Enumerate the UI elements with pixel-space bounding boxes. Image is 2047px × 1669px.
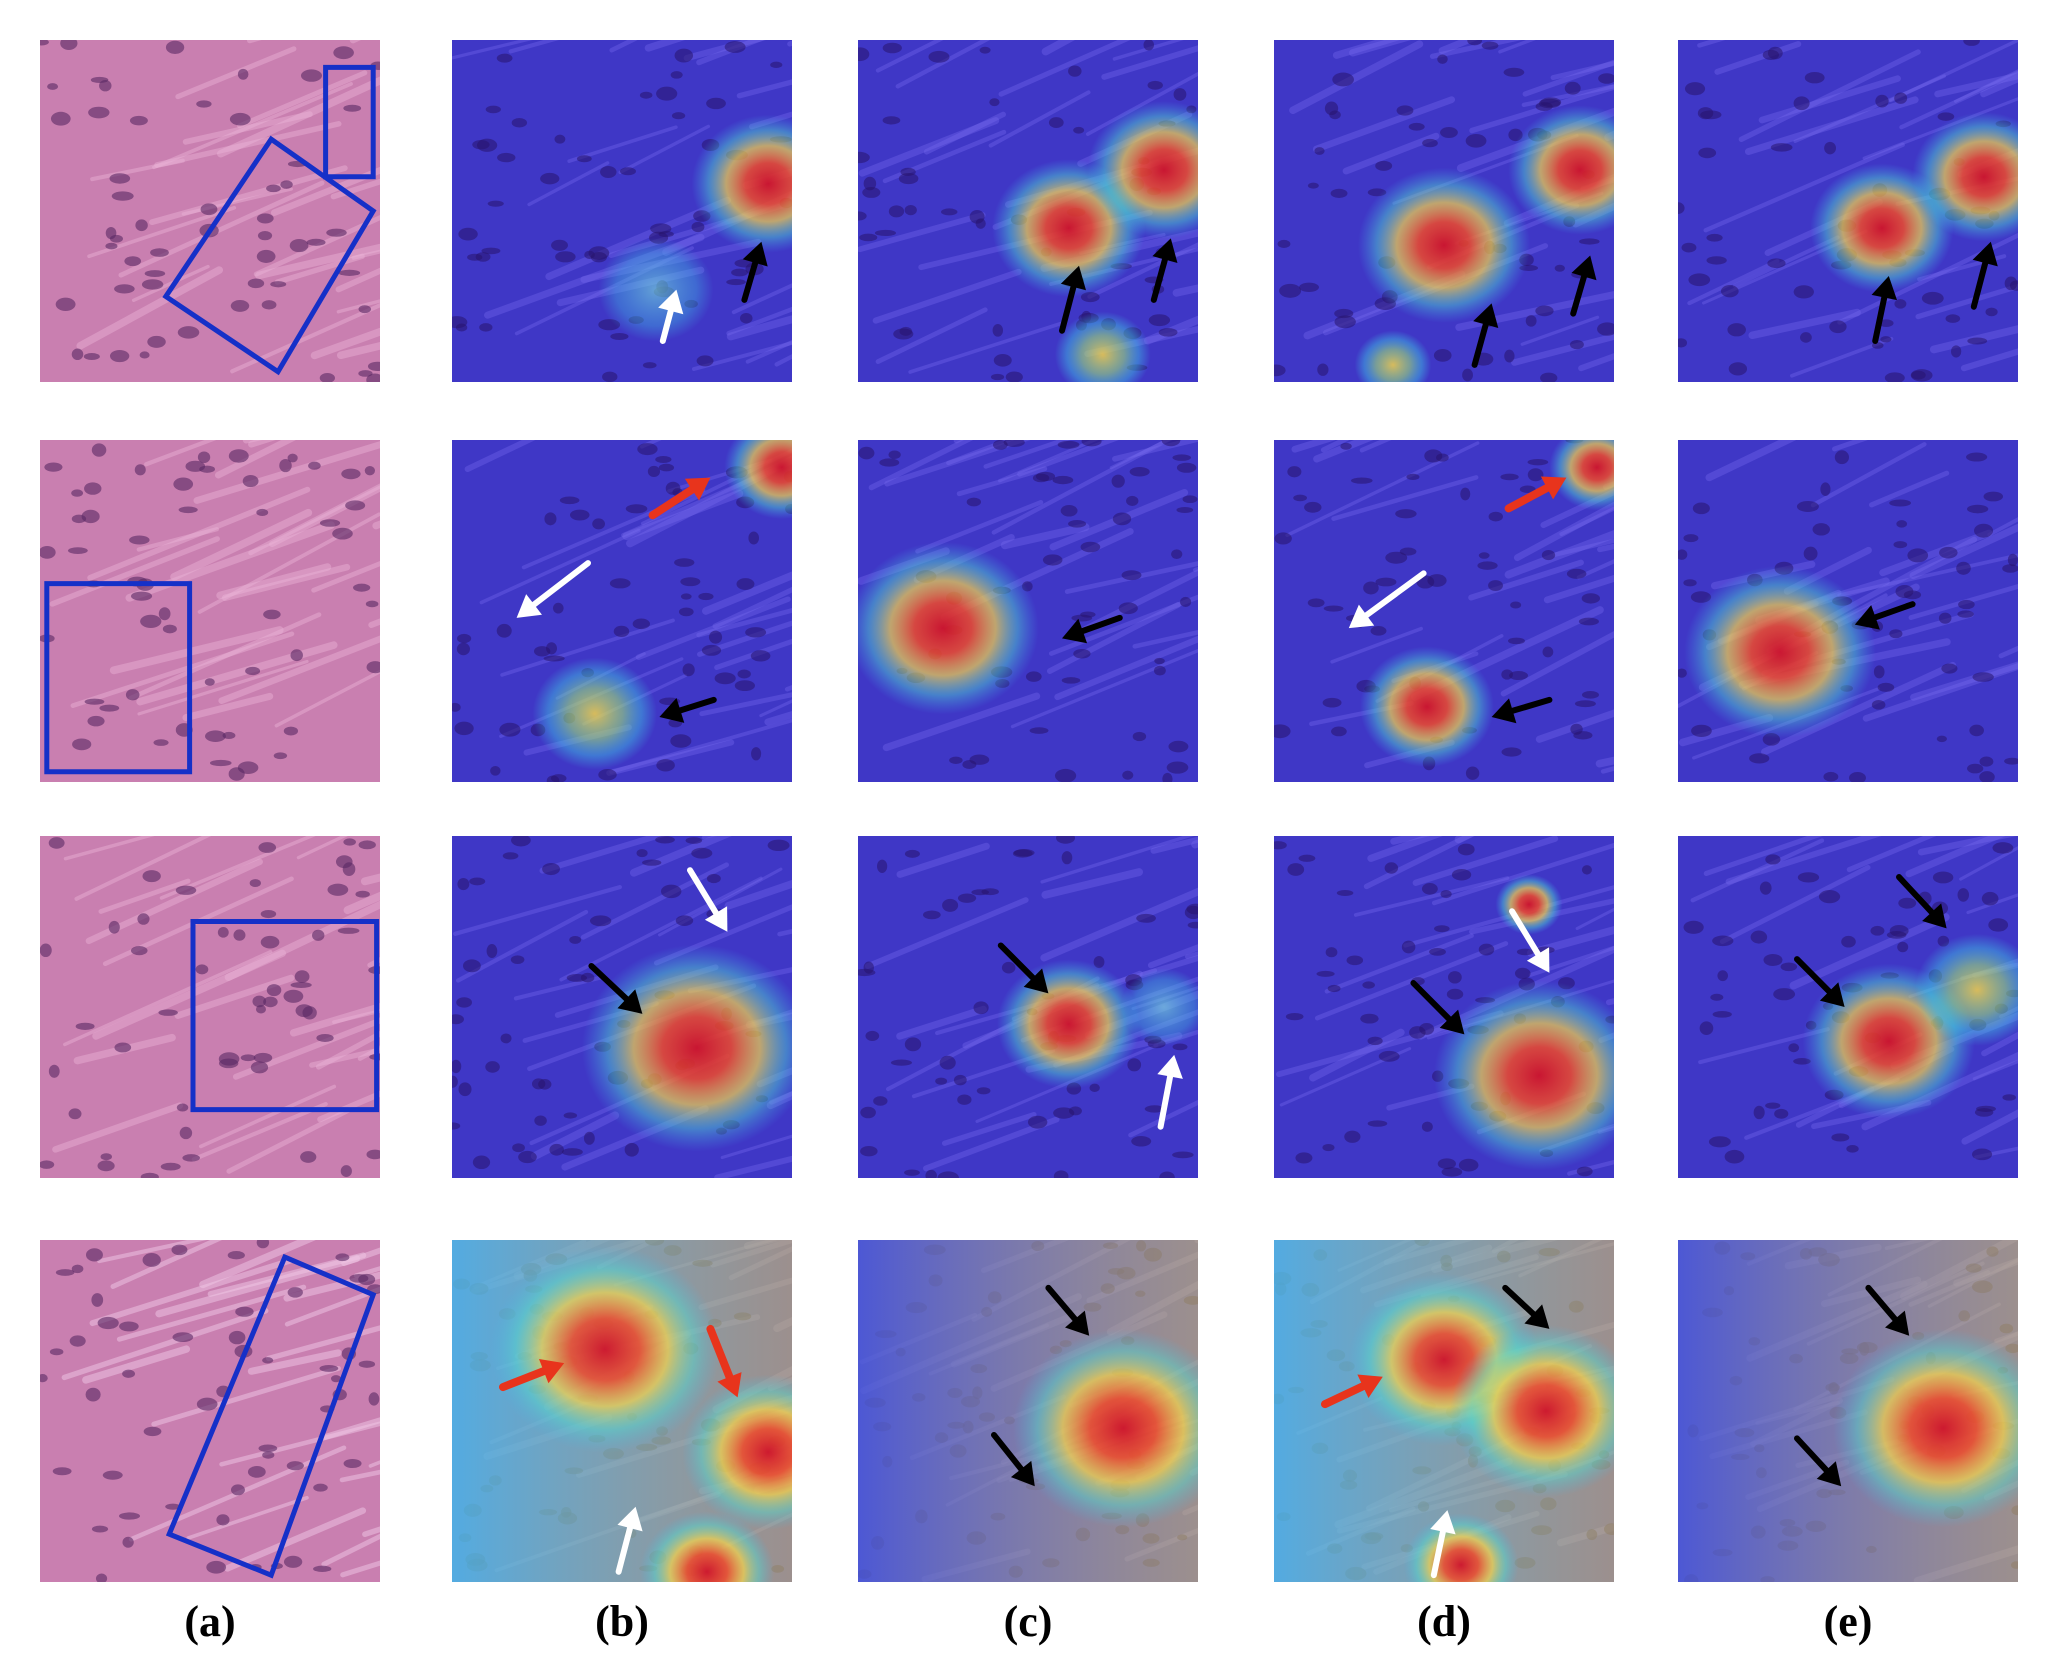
panel-row1-heatmap-overlay <box>858 40 1198 382</box>
panel-row2-heatmap-overlay <box>1678 440 2018 782</box>
black-arrow-icon <box>1059 265 1087 334</box>
white-arrow-icon <box>1509 908 1550 973</box>
box-annotation-icon <box>44 581 193 775</box>
black-arrow-icon <box>991 1431 1035 1487</box>
black-arrow-icon <box>1896 874 1947 929</box>
red-arrow-icon <box>648 477 711 520</box>
panel-row4-heatmap-overlay <box>1274 1240 1614 1582</box>
red-arrow-icon <box>499 1359 565 1392</box>
black-arrow-icon <box>1491 696 1553 724</box>
black-arrow-icon <box>1150 238 1178 303</box>
panel-row1-heatmap-overlay <box>452 40 792 382</box>
panel-row4-heatmap-overlay <box>1678 1240 2018 1582</box>
panel-row4-he-stained-tissue-patch <box>40 1240 380 1582</box>
black-arrow-icon <box>1410 980 1465 1035</box>
panel-row3-he-stained-tissue-patch <box>40 836 380 1178</box>
box-annotation-icon <box>190 919 380 1113</box>
black-arrow-icon <box>1045 1284 1090 1336</box>
black-arrow-icon <box>1794 956 1845 1007</box>
white-arrow-icon <box>516 560 591 618</box>
column-label-b: (b) <box>595 1597 649 1646</box>
black-arrow-icon <box>1865 1284 1910 1336</box>
red-arrow-icon <box>1321 1374 1383 1409</box>
black-arrow-icon <box>1570 255 1597 317</box>
black-arrow-icon <box>1970 241 1998 310</box>
white-arrow-icon <box>687 867 728 932</box>
black-arrow-icon <box>741 241 768 303</box>
black-arrow-icon <box>659 696 717 723</box>
panel-row2-heatmap-overlay <box>858 440 1198 782</box>
column-label-e: (e) <box>1823 1597 1873 1646</box>
column-label-d: (d) <box>1417 1597 1471 1646</box>
black-arrow-icon <box>1871 275 1898 344</box>
white-arrow-icon <box>658 289 684 344</box>
panel-row3-heatmap-overlay <box>858 836 1198 1178</box>
box-annotation-icon <box>165 1253 377 1579</box>
panel-row2-heatmap-overlay <box>1274 440 1614 782</box>
panel-row1-heatmap-overlay <box>1678 40 2018 382</box>
panel-row4-heatmap-overlay <box>858 1240 1198 1582</box>
panel-row1-he-stained-tissue-patch <box>40 40 380 382</box>
panel-row2-heatmap-overlay <box>452 440 792 782</box>
red-arrow-icon <box>706 1324 742 1398</box>
black-arrow-icon <box>1471 303 1499 368</box>
box-annotation-icon <box>162 135 377 376</box>
panel-row3-heatmap-overlay <box>1274 836 1614 1178</box>
box-annotation-icon <box>323 64 376 180</box>
black-arrow-icon <box>1794 1435 1842 1487</box>
panel-row4-heatmap-overlay <box>452 1240 792 1582</box>
black-arrow-icon <box>588 962 643 1014</box>
panel-row1-heatmap-overlay <box>1274 40 1614 382</box>
black-arrow-icon <box>1502 1284 1550 1329</box>
column-label-c: (c) <box>1003 1597 1053 1646</box>
white-arrow-icon <box>1157 1054 1183 1130</box>
red-arrow-icon <box>1504 476 1567 513</box>
black-arrow-icon <box>1854 601 1916 630</box>
white-arrow-icon <box>1430 1510 1456 1579</box>
panel-row3-heatmap-overlay <box>452 836 792 1178</box>
white-arrow-icon <box>615 1506 643 1575</box>
panel-background <box>40 836 380 1178</box>
panel-row2-he-stained-tissue-patch <box>40 440 380 782</box>
black-arrow-icon <box>997 942 1049 994</box>
black-arrow-icon <box>1062 614 1123 644</box>
column-label-a: (a) <box>184 1597 236 1646</box>
panel-row3-heatmap-overlay <box>1678 836 2018 1178</box>
white-arrow-icon <box>1348 570 1427 629</box>
